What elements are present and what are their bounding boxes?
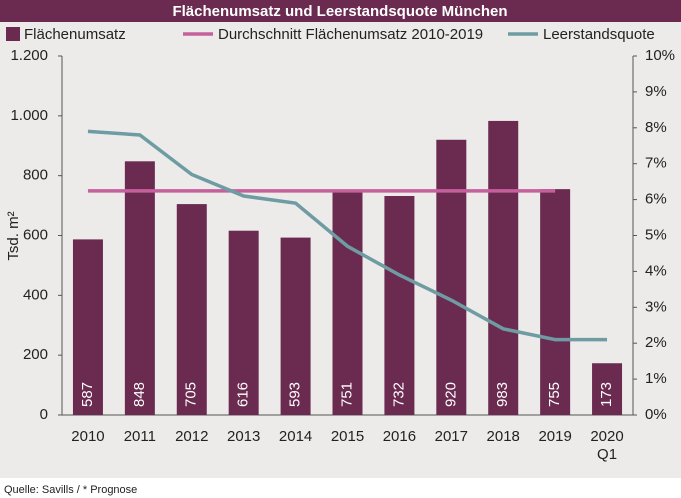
chart-title: Flächenumsatz und Leerstandsquote Münche… xyxy=(172,3,507,20)
bar-value-label: 705 xyxy=(183,382,200,407)
x-tick-label: 2010 xyxy=(71,428,104,445)
bar xyxy=(436,139,467,415)
x-tick-label: 2020 Q1 xyxy=(590,428,623,463)
bar xyxy=(124,161,155,415)
x-tick-label: 2012 xyxy=(175,428,208,445)
bar xyxy=(72,239,103,415)
bar xyxy=(280,237,311,415)
bar xyxy=(332,190,363,415)
x-tick-label: 2017 xyxy=(435,428,468,445)
x-tick-label: 2014 xyxy=(279,428,312,445)
title-bar xyxy=(0,0,681,22)
y2-tick-label: 3% xyxy=(645,298,667,315)
line-series xyxy=(87,129,608,342)
y2-tick-label: 6% xyxy=(645,191,667,208)
x-tick-label: 2015 xyxy=(331,428,364,445)
bar xyxy=(228,230,259,415)
bar-value-label: 732 xyxy=(390,382,407,407)
y2-tick-label: 8% xyxy=(645,119,667,136)
bar xyxy=(384,196,415,415)
y2-tick-label: 1% xyxy=(645,370,667,387)
y-tick-label: 600 xyxy=(23,226,48,243)
bar-value-label: 616 xyxy=(235,382,252,407)
legend-label: Flächenumsatz xyxy=(24,26,126,43)
y2-tick-label: 10% xyxy=(645,47,675,64)
bar-value-label: 920 xyxy=(442,382,459,407)
bar-value-label: 983 xyxy=(494,382,511,407)
y2-tick-label: 0% xyxy=(645,406,667,423)
y-tick-label: 1.000 xyxy=(10,107,48,124)
bar xyxy=(540,189,571,415)
bar xyxy=(176,204,207,415)
legend-swatch xyxy=(6,27,20,41)
y-tick-label: 200 xyxy=(23,346,48,363)
legend-label: Durchschnitt Flächenumsatz 2010-2019 xyxy=(218,26,483,43)
bar-value-label: 173 xyxy=(598,382,615,407)
bar-value-label: 593 xyxy=(287,382,304,407)
bar xyxy=(592,363,623,415)
x-tick-label: 2018 xyxy=(487,428,520,445)
x-tick-label: 2011 xyxy=(124,428,156,445)
x-tick-label: 2019 xyxy=(538,428,571,445)
y2-tick-label: 5% xyxy=(645,226,667,243)
bar-value-label: 755 xyxy=(546,382,563,407)
y2-tick-label: 2% xyxy=(645,334,667,351)
y-axis-title: Tsd. m² xyxy=(5,211,22,260)
bar-value-label: 751 xyxy=(338,382,355,407)
bar xyxy=(488,120,519,416)
y2-tick-label: 9% xyxy=(645,83,667,100)
y2-tick-label: 7% xyxy=(645,155,667,172)
bar-value-label: 587 xyxy=(79,382,96,407)
y2-tick-label: 4% xyxy=(645,262,667,279)
x-tick-label: 2016 xyxy=(383,428,416,445)
bar-value-label: 848 xyxy=(131,382,148,407)
y-tick-label: 800 xyxy=(23,167,48,184)
source-note: Quelle: Savills / * Prognose xyxy=(4,484,137,496)
legend-label: Leerstandsquote xyxy=(543,26,655,43)
y-tick-label: 1.200 xyxy=(10,47,48,64)
y-tick-label: 0 xyxy=(40,406,48,423)
y-tick-label: 400 xyxy=(23,286,48,303)
x-tick-label: 2013 xyxy=(227,428,260,445)
